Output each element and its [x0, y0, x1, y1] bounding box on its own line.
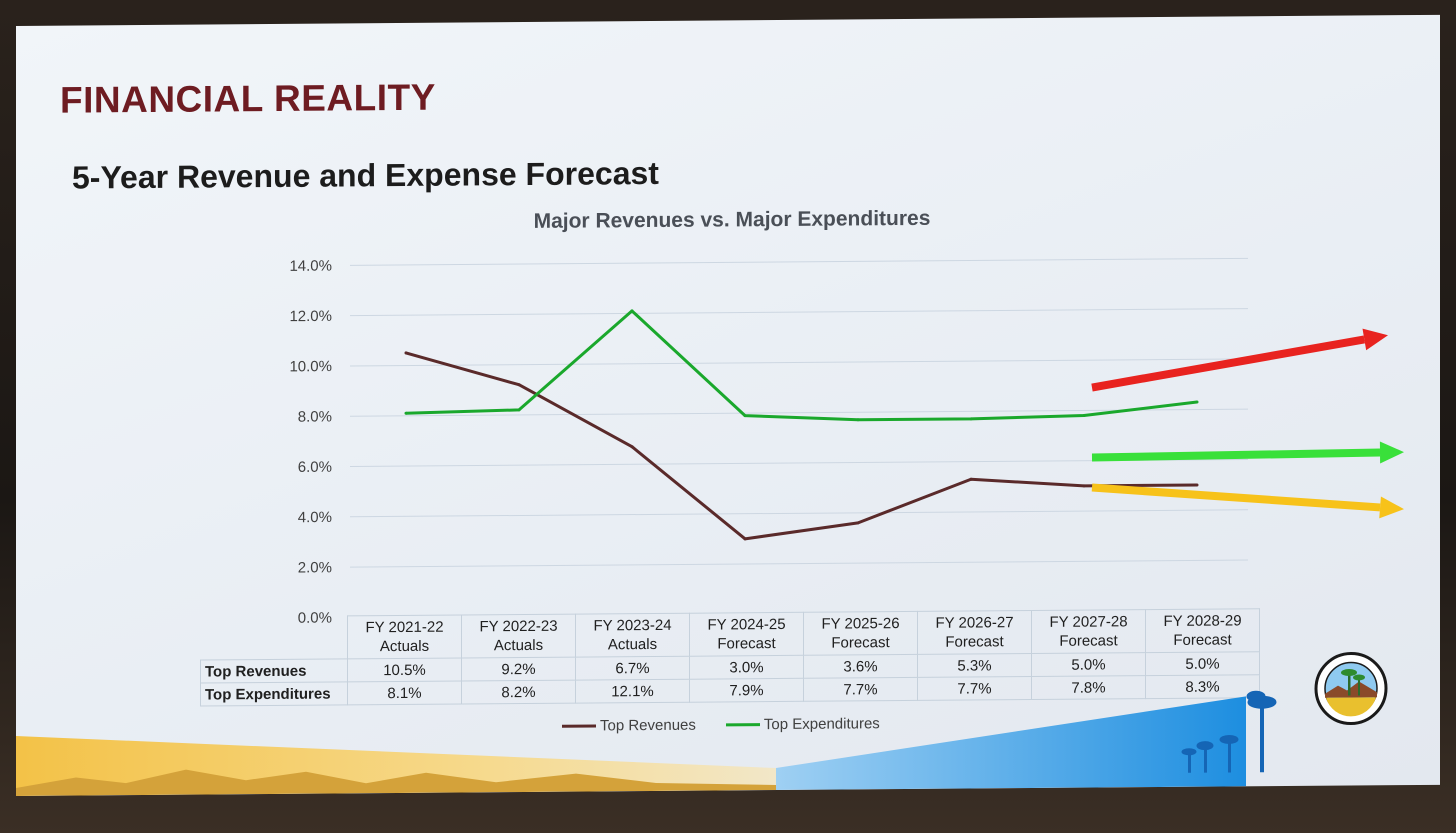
data-point-revenues: [856, 521, 860, 525]
y-tick-label: 6.0%: [298, 459, 332, 476]
data-point-expenditures: [743, 414, 747, 418]
data-point-revenues: [404, 351, 408, 355]
data-point-expenditures: [856, 418, 860, 422]
data-point-expenditures: [1082, 413, 1086, 417]
data-point-expenditures: [630, 309, 634, 313]
data-point-revenues: [1082, 484, 1086, 488]
gridline: [350, 308, 1248, 317]
data-point-revenues: [969, 477, 973, 481]
y-tick-label: 2.0%: [298, 559, 332, 576]
data-point-expenditures: [404, 411, 408, 415]
green-trend-arrow-head: [1379, 441, 1404, 464]
y-tick-label: 8.0%: [298, 408, 332, 425]
data-point-expenditures: [517, 408, 521, 412]
y-tick-label: 10.0%: [289, 358, 332, 375]
trend-arrows: [1091, 328, 1404, 519]
red-trend-arrow: [1091, 335, 1366, 392]
chart-gridlines: [350, 257, 1248, 568]
line-chart: Major Revenues vs. Major Expenditures 0.…: [289, 207, 1404, 627]
gridline: [350, 408, 1248, 417]
palm-trees-icon: [1181, 690, 1277, 773]
sky-band: [776, 696, 1246, 791]
green-trend-arrow: [1091, 448, 1381, 462]
chart-title: Major Revenues vs. Major Expenditures: [534, 207, 931, 233]
gridline: [350, 509, 1248, 518]
y-tick-label: 4.0%: [298, 509, 332, 526]
gridline: [350, 358, 1248, 367]
series-line-expenditures: [405, 309, 1198, 422]
red-trend-arrow-head: [1362, 328, 1388, 351]
desert-landscape-footer: [16, 690, 1277, 796]
y-tick-label: 0.0%: [298, 610, 332, 627]
mountain-silhouette: [16, 769, 776, 796]
gridline: [350, 559, 1248, 568]
yellow-trend-arrow-head: [1379, 496, 1404, 519]
data-point-expenditures: [1195, 400, 1199, 404]
city-seal-icon: [1314, 652, 1388, 726]
yellow-trend-arrow: [1091, 483, 1381, 512]
data-point-expenditures: [969, 417, 973, 421]
y-axis-ticks: 0.0% 2.0% 4.0% 6.0% 8.0% 10.0% 12.0% 14.0%: [289, 258, 332, 627]
data-point-revenues: [517, 383, 521, 387]
data-point-revenues: [743, 537, 747, 541]
y-tick-label: 14.0%: [289, 258, 332, 275]
slide-screen: FINANCIAL REALITY 5-Year Revenue and Exp…: [16, 14, 1440, 797]
data-point-revenues: [630, 445, 634, 449]
chart-series: [404, 309, 1199, 541]
gridline: [350, 257, 1248, 266]
data-point-revenues: [1195, 483, 1199, 487]
y-tick-label: 12.0%: [289, 308, 332, 325]
